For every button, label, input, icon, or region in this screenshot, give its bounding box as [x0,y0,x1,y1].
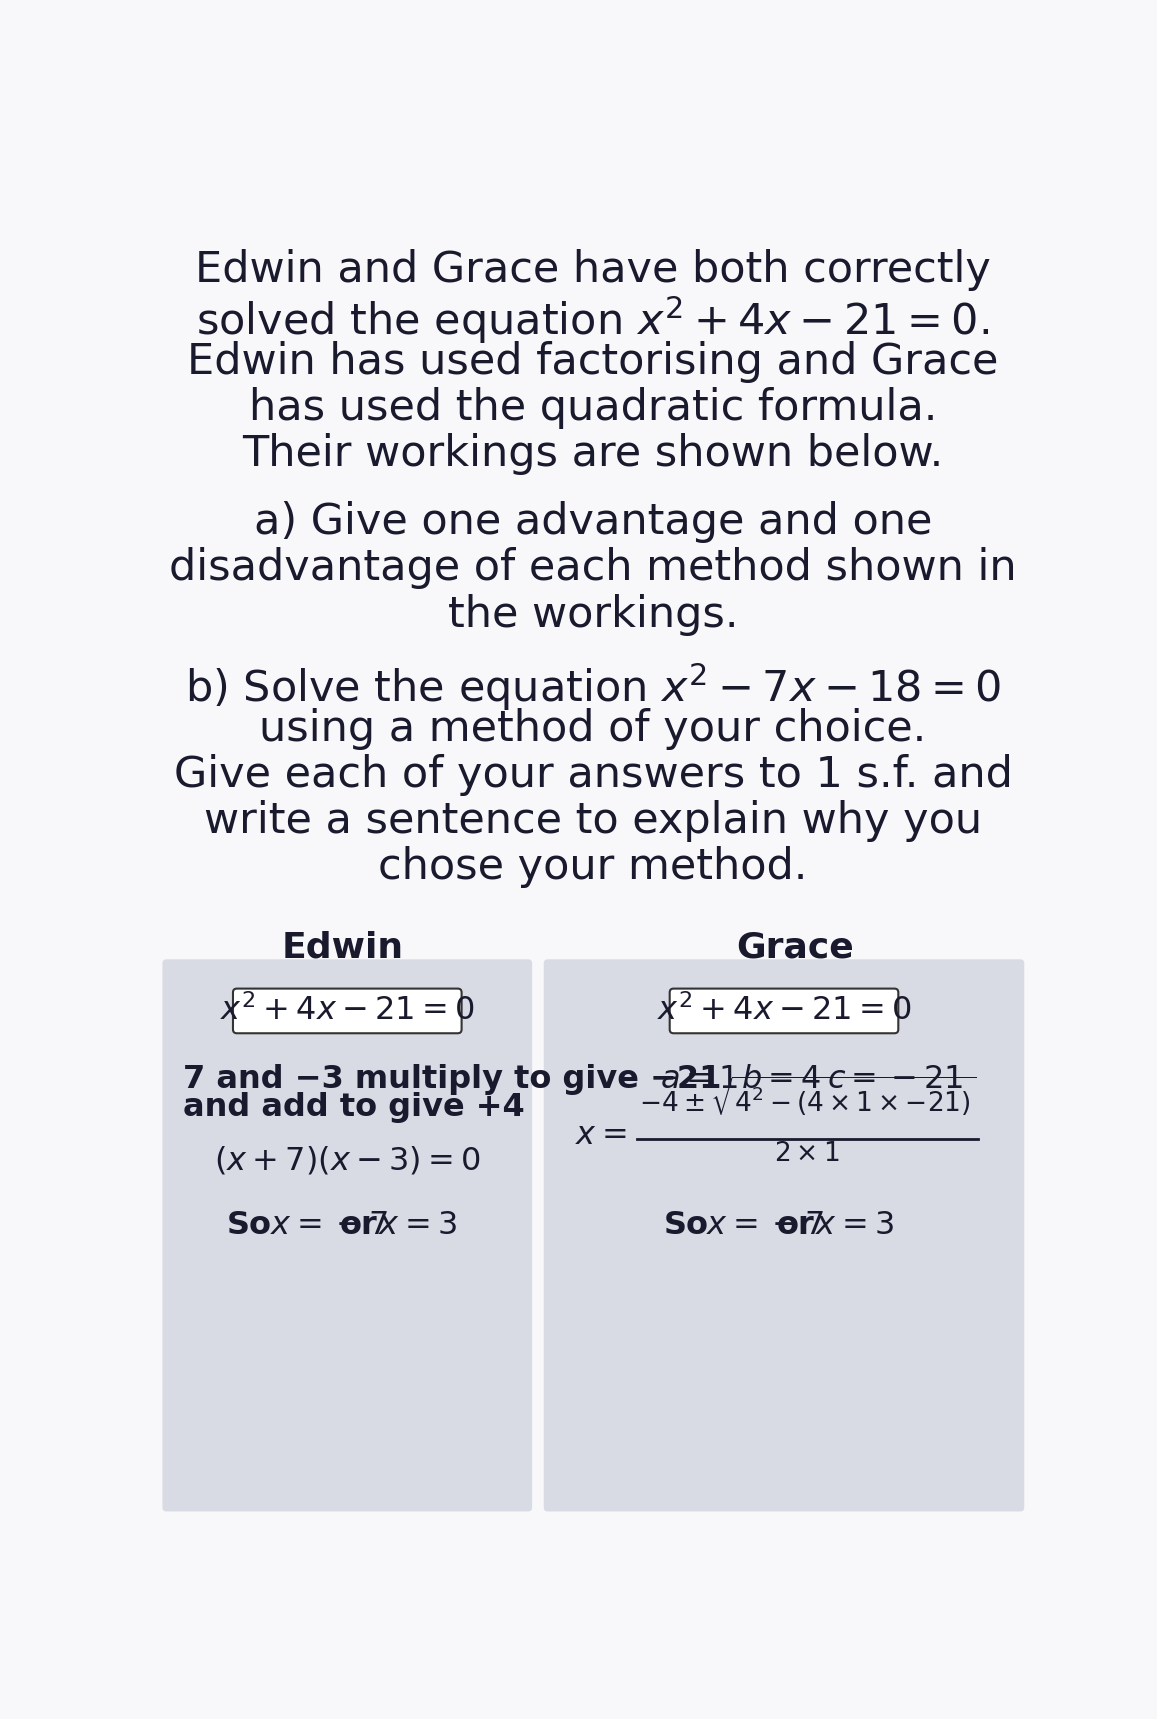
Text: So: So [664,1210,709,1241]
Text: $x = 3$: $x = 3$ [815,1210,894,1241]
Text: $c = -21$: $c = -21$ [826,1064,963,1095]
Text: Their workings are shown below.: Their workings are shown below. [242,433,944,476]
Text: Edwin has used factorising and Grace: Edwin has used factorising and Grace [187,340,998,383]
Text: and add to give +4: and add to give +4 [183,1092,525,1123]
Text: 7 and −3 multiply to give −21: 7 and −3 multiply to give −21 [183,1064,722,1095]
Text: chose your method.: chose your method. [378,846,808,889]
FancyBboxPatch shape [233,988,462,1033]
FancyBboxPatch shape [544,959,1024,1511]
Text: using a method of your choice.: using a method of your choice. [259,708,927,749]
Text: $-4 \pm \sqrt{4^2 - (4 \times 1 \times {-21})}$: $-4 \pm \sqrt{4^2 - (4 \times 1 \times {… [639,1074,975,1117]
FancyBboxPatch shape [670,988,898,1033]
Text: has used the quadratic formula.: has used the quadratic formula. [249,387,937,430]
Text: $x^2 + 4x - 21 = 0$: $x^2 + 4x - 21 = 0$ [220,995,474,1028]
Text: $x^2 + 4x - 21 = 0$: $x^2 + 4x - 21 = 0$ [657,995,912,1028]
Text: $x = -7$: $x = -7$ [270,1210,388,1241]
Text: Grace: Grace [737,932,855,964]
Text: or: or [339,1210,377,1241]
Text: $x = -7$: $x = -7$ [707,1210,825,1241]
Text: $(x + 7)(x - 3) = 0$: $(x + 7)(x - 3) = 0$ [214,1145,480,1178]
FancyBboxPatch shape [162,959,532,1511]
Text: $a = 1$: $a = 1$ [659,1064,738,1095]
Text: Give each of your answers to 1 s.f. and: Give each of your answers to 1 s.f. and [174,753,1012,796]
Text: So: So [227,1210,272,1241]
Text: write a sentence to explain why you: write a sentence to explain why you [204,799,982,842]
Text: $x = 3$: $x = 3$ [378,1210,457,1241]
Text: $x =$: $x =$ [575,1121,626,1152]
Text: b) Solve the equation $x^2 - 7x - 18 = 0$: b) Solve the equation $x^2 - 7x - 18 = 0… [185,662,1001,713]
Text: $2 \times 1$: $2 \times 1$ [774,1141,840,1167]
Text: a) Give one advantage and one: a) Give one advantage and one [253,502,933,543]
Text: or: or [776,1210,815,1241]
Text: solved the equation $x^2 + 4x - 21 = 0$.: solved the equation $x^2 + 4x - 21 = 0$. [197,296,989,346]
Text: Edwin: Edwin [281,932,404,964]
Text: Edwin and Grace have both correctly: Edwin and Grace have both correctly [196,249,990,291]
Text: disadvantage of each method shown in: disadvantage of each method shown in [169,547,1017,590]
Text: $b = 4$: $b = 4$ [742,1064,821,1095]
Text: the workings.: the workings. [448,593,738,636]
